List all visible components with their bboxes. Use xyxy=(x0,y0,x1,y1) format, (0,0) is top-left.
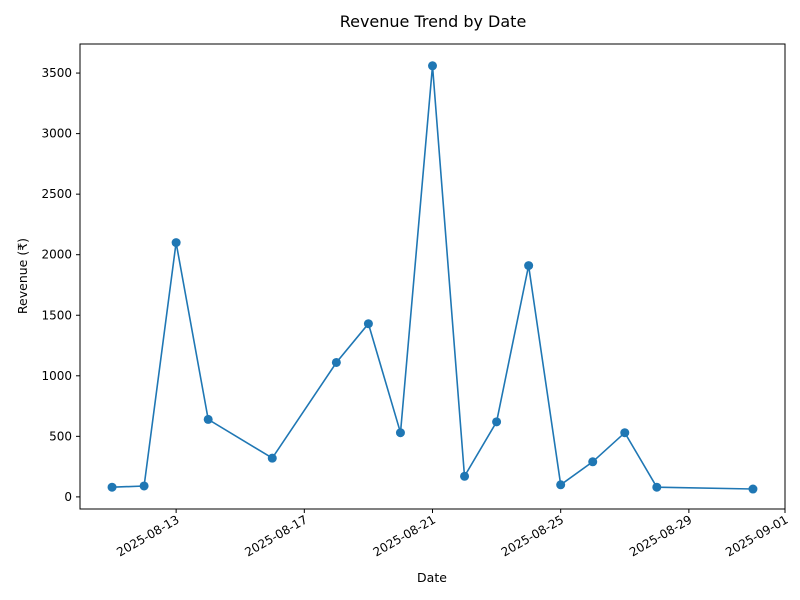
data-point xyxy=(267,453,277,463)
x-tick-label: 2025-08-13 xyxy=(114,512,181,559)
series-layer xyxy=(107,61,758,494)
data-point xyxy=(203,414,213,424)
data-point xyxy=(171,238,181,248)
plot-area xyxy=(80,44,785,509)
data-point xyxy=(652,482,662,492)
data-point xyxy=(524,261,534,271)
y-tick-label: 2000 xyxy=(41,248,72,262)
data-point xyxy=(620,428,630,438)
x-tick-label: 2025-08-25 xyxy=(499,512,566,559)
data-point xyxy=(107,482,117,492)
x-tick-label: 2025-08-29 xyxy=(627,512,694,559)
data-point xyxy=(460,471,470,481)
y-tick-label: 3000 xyxy=(41,127,72,141)
data-point xyxy=(331,357,341,367)
y-axis: 0 500 1000 1500 2000 2500 3000 3500 xyxy=(41,66,80,504)
data-point xyxy=(588,457,598,467)
y-tick-label: 1500 xyxy=(41,308,72,322)
y-tick-label: 500 xyxy=(49,429,72,443)
x-tick-label: 2025-09-01 xyxy=(723,512,790,559)
chart-title: Revenue Trend by Date xyxy=(340,12,527,31)
y-tick-label: 1000 xyxy=(41,369,72,383)
x-tick-label: 2025-08-17 xyxy=(242,512,309,559)
x-axis: 2025-08-13 2025-08-17 2025-08-21 2025-08-25… xyxy=(114,509,791,559)
data-point xyxy=(492,417,502,427)
y-axis-label: Revenue (₹) xyxy=(15,238,30,314)
data-point xyxy=(556,480,566,490)
y-tick-label: 3500 xyxy=(41,66,72,80)
y-tick-label: 2500 xyxy=(41,187,72,201)
x-tick-label: 2025-08-21 xyxy=(371,512,438,559)
y-tick-label: 0 xyxy=(64,490,72,504)
data-point xyxy=(363,319,373,329)
x-axis-label: Date xyxy=(417,570,447,585)
plot-frame xyxy=(79,43,786,510)
data-point xyxy=(748,484,758,494)
data-point xyxy=(395,428,405,438)
data-point xyxy=(428,61,437,71)
data-point xyxy=(139,481,149,491)
